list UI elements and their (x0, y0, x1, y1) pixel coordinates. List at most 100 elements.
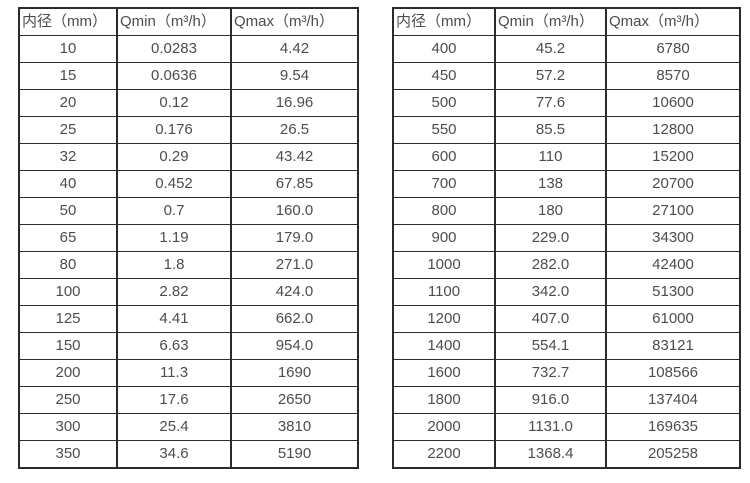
table-row: 25 0.176 26.5 (18, 116, 359, 144)
table-cell: 1600 (392, 359, 496, 387)
table-cell: 179.0 (230, 224, 359, 252)
table-cell: 5190 (230, 440, 359, 469)
table-row: 1200 407.0 61000 (392, 305, 741, 333)
table-cell: 1131.0 (494, 413, 607, 441)
table-row: 550 85.5 12800 (392, 116, 741, 144)
table-row: 300 25.4 3810 (18, 413, 359, 441)
table-cell: 150 (18, 332, 118, 360)
table-row: 500 77.6 10600 (392, 89, 741, 117)
table-cell: 4.41 (116, 305, 232, 333)
table-cell: 916.0 (494, 386, 607, 414)
table-cell: 0.452 (116, 170, 232, 198)
table-cell: 900 (392, 224, 496, 252)
table-cell: 15 (18, 62, 118, 90)
table-cell: 45.2 (494, 35, 607, 63)
table-cell: 180 (494, 197, 607, 225)
table-row: 100 2.82 424.0 (18, 278, 359, 306)
table-cell: 282.0 (494, 251, 607, 279)
table-cell: 100 (18, 278, 118, 306)
table-cell: 160.0 (230, 197, 359, 225)
table-cell: 300 (18, 413, 118, 441)
table-row: 1000 282.0 42400 (392, 251, 741, 279)
table-row: 80 1.8 271.0 (18, 251, 359, 279)
table-cell: 61000 (605, 305, 741, 333)
table-cell: 407.0 (494, 305, 607, 333)
table-cell: 20700 (605, 170, 741, 198)
header-row: 内径（mm） Qmin（m³/h） Qmax（m³/h） (18, 7, 359, 36)
column-header-diameter: 内径（mm） (18, 7, 118, 36)
column-header-diameter: 内径（mm） (392, 7, 496, 36)
table-body-large-diameters: 400 45.2 6780 450 57.2 8570 500 77.6 10600 550 85.… (392, 35, 741, 469)
table-cell: 43.42 (230, 143, 359, 171)
table-cell: 32 (18, 143, 118, 171)
table-cell: 34300 (605, 224, 741, 252)
table-cell: 85.5 (494, 116, 607, 144)
table-cell: 2.82 (116, 278, 232, 306)
table-row: 50 0.7 160.0 (18, 197, 359, 225)
table-cell: 350 (18, 440, 118, 469)
table-row: 150 6.63 954.0 (18, 332, 359, 360)
table-cell: 2650 (230, 386, 359, 414)
table-cell: 25.4 (116, 413, 232, 441)
table-cell: 67.85 (230, 170, 359, 198)
table-row: 1800 916.0 137404 (392, 386, 741, 414)
table-row: 350 34.6 5190 (18, 440, 359, 469)
table-cell: 12800 (605, 116, 741, 144)
table-cell: 169635 (605, 413, 741, 441)
table-cell: 8570 (605, 62, 741, 90)
table-row: 200 11.3 1690 (18, 359, 359, 387)
table-cell: 6780 (605, 35, 741, 63)
table-row: 1100 342.0 51300 (392, 278, 741, 306)
table-row: 15 0.0636 9.54 (18, 62, 359, 90)
flow-table-large-diameters: 内径（mm） Qmin（m³/h） Qmax（m³/h） 400 45.2 6780… (392, 7, 741, 469)
table-cell: 0.0283 (116, 35, 232, 63)
table-cell: 9.54 (230, 62, 359, 90)
table-cell: 10 (18, 35, 118, 63)
table-cell: 80 (18, 251, 118, 279)
table-row: 700 138 20700 (392, 170, 741, 198)
table-cell: 50 (18, 197, 118, 225)
table-cell: 15200 (605, 143, 741, 171)
table-cell: 342.0 (494, 278, 607, 306)
table-row: 32 0.29 43.42 (18, 143, 359, 171)
table-cell: 550 (392, 116, 496, 144)
table-cell: 125 (18, 305, 118, 333)
table-row: 450 57.2 8570 (392, 62, 741, 90)
table-row: 20 0.12 16.96 (18, 89, 359, 117)
table-cell: 800 (392, 197, 496, 225)
table-cell: 200 (18, 359, 118, 387)
flow-table-small-diameters: 内径（mm） Qmin（m³/h） Qmax（m³/h） 10 0.0283 4.4… (18, 7, 359, 469)
table-cell: 27100 (605, 197, 741, 225)
table-cell: 77.6 (494, 89, 607, 117)
table-cell: 20 (18, 89, 118, 117)
table-cell: 662.0 (230, 305, 359, 333)
table-cell: 424.0 (230, 278, 359, 306)
table-cell: 83121 (605, 332, 741, 360)
table-row: 65 1.19 179.0 (18, 224, 359, 252)
table-cell: 2200 (392, 440, 496, 469)
table-cell: 450 (392, 62, 496, 90)
table-cell: 1800 (392, 386, 496, 414)
header-row: 内径（mm） Qmin（m³/h） Qmax（m³/h） (392, 7, 741, 36)
table-cell: 205258 (605, 440, 741, 469)
table-cell: 229.0 (494, 224, 607, 252)
table-cell: 26.5 (230, 116, 359, 144)
table-cell: 1368.4 (494, 440, 607, 469)
table-row: 1400 554.1 83121 (392, 332, 741, 360)
table-cell: 3810 (230, 413, 359, 441)
table-row: 800 180 27100 (392, 197, 741, 225)
table-cell: 0.29 (116, 143, 232, 171)
table-row: 250 17.6 2650 (18, 386, 359, 414)
table-cell: 6.63 (116, 332, 232, 360)
table-cell: 40 (18, 170, 118, 198)
table-cell: 0.0636 (116, 62, 232, 90)
table-cell: 0.12 (116, 89, 232, 117)
table-cell: 57.2 (494, 62, 607, 90)
table-cell: 11.3 (116, 359, 232, 387)
table-cell: 400 (392, 35, 496, 63)
table-cell: 700 (392, 170, 496, 198)
table-cell: 65 (18, 224, 118, 252)
table-cell: 954.0 (230, 332, 359, 360)
table-row: 900 229.0 34300 (392, 224, 741, 252)
